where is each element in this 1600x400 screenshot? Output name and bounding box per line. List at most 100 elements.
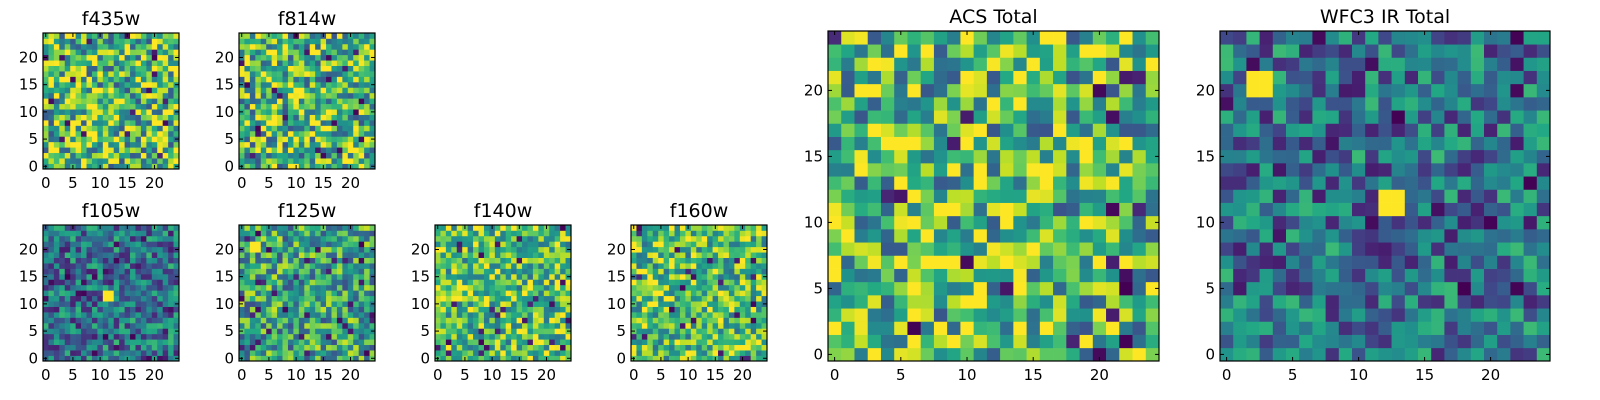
heatmap-cell — [48, 147, 55, 154]
heatmap-cell — [511, 301, 517, 307]
heatmap-cell — [48, 87, 55, 94]
heatmap-cell — [309, 301, 316, 307]
heatmap-cell — [320, 152, 327, 159]
heatmap-cell — [146, 246, 153, 253]
heatmap-cell — [841, 97, 855, 111]
heatmap-cell — [347, 65, 354, 72]
heatmap-cell — [320, 268, 327, 275]
heatmap-cell — [315, 71, 321, 77]
heatmap-cell — [1365, 268, 1379, 283]
heatmap-cell — [652, 252, 659, 258]
heatmap-cell — [347, 87, 354, 94]
heatmap-cell — [1039, 295, 1054, 309]
heatmap-cell — [1418, 163, 1432, 177]
heatmap-cell — [947, 110, 961, 124]
heatmap-cell — [298, 355, 305, 362]
heatmap-cell — [244, 241, 251, 248]
heatmap-cell — [505, 284, 512, 291]
x-tick-label: 0 — [433, 366, 443, 384]
heatmap-cell — [53, 43, 60, 50]
heatmap-cell — [734, 263, 741, 269]
heatmap-cell — [331, 333, 338, 340]
heatmap-cell — [249, 328, 256, 335]
heatmap-cell — [658, 268, 664, 275]
heatmap-cell — [140, 136, 147, 143]
heatmap-cell — [1286, 295, 1300, 309]
heatmap-cell — [260, 333, 267, 340]
heatmap-cell — [102, 141, 109, 148]
heatmap-cell — [108, 114, 115, 121]
heatmap-cell — [326, 295, 332, 302]
heatmap-cell — [560, 344, 566, 351]
heatmap-cell — [81, 290, 87, 297]
heatmap-cell — [64, 114, 71, 121]
heatmap-cell — [102, 246, 109, 253]
heatmap-cell — [511, 273, 517, 280]
heatmap-cell — [315, 284, 321, 291]
heatmap-cell — [1233, 268, 1247, 283]
heatmap-cell — [260, 284, 267, 291]
heatmap-cell — [440, 339, 447, 346]
heatmap-cell — [86, 98, 93, 105]
heatmap-cell — [151, 54, 158, 61]
heatmap-cell — [1092, 189, 1107, 203]
heatmap-cell — [102, 98, 109, 105]
heatmap-cell — [960, 334, 974, 349]
heatmap-cell — [1312, 295, 1326, 309]
heatmap-cell — [1338, 215, 1353, 230]
heatmap-cell — [287, 141, 294, 148]
heatmap-cell — [880, 229, 895, 243]
heatmap-cell — [353, 317, 360, 324]
heatmap-cell — [135, 290, 142, 297]
heatmap-cell — [1352, 255, 1366, 269]
heatmap-cell — [293, 71, 300, 77]
heatmap-cell — [124, 38, 131, 45]
heatmap-cell — [1312, 149, 1326, 164]
heatmap-cell — [1536, 255, 1551, 269]
heatmap-cell — [130, 355, 136, 362]
heatmap-cell — [532, 344, 539, 351]
heatmap-cell — [1444, 268, 1458, 283]
heatmap-cell — [1026, 308, 1041, 322]
heatmap-cell — [124, 322, 131, 329]
heatmap-cell — [1092, 176, 1107, 190]
heatmap-cell — [641, 230, 648, 237]
heatmap-cell — [674, 322, 681, 329]
heatmap-cell — [369, 114, 376, 121]
heatmap-cell — [522, 322, 528, 329]
heatmap-cell — [658, 333, 664, 340]
heatmap-cell — [1119, 295, 1133, 309]
heatmap-cell — [986, 70, 1001, 85]
heatmap-cell — [304, 328, 311, 335]
heatmap-cell — [489, 317, 496, 324]
heatmap-cell — [320, 350, 327, 356]
heatmap-cell — [102, 147, 109, 154]
heatmap-cell — [91, 109, 98, 115]
heatmap-cell — [282, 344, 289, 351]
heatmap-cell — [347, 120, 354, 126]
heatmap-cell — [679, 273, 686, 280]
heatmap-cell — [244, 81, 251, 88]
heatmap-cell — [745, 268, 752, 275]
heatmap-cell — [456, 306, 463, 313]
heatmap-cell — [1431, 202, 1445, 217]
heatmap-cell — [663, 246, 670, 253]
heatmap-cell — [478, 290, 485, 297]
heatmap-cell — [86, 49, 93, 56]
heatmap-cell — [75, 257, 82, 264]
heatmap-cell — [119, 103, 125, 110]
heatmap-cell — [249, 301, 256, 307]
heatmap-cell — [947, 255, 961, 269]
heatmap-cell — [70, 241, 76, 248]
heatmap-cell — [867, 242, 882, 256]
heatmap-cell — [1246, 163, 1260, 177]
heatmap-cell — [894, 268, 908, 283]
heatmap-cell — [342, 246, 349, 253]
heatmap-cell — [304, 125, 311, 132]
heatmap-cell — [1053, 83, 1067, 98]
heatmap-cell — [48, 328, 55, 335]
heatmap-cell — [59, 114, 66, 121]
heatmap-cell — [669, 355, 675, 362]
heatmap-cell — [320, 295, 327, 302]
heatmap-cell — [543, 241, 550, 248]
